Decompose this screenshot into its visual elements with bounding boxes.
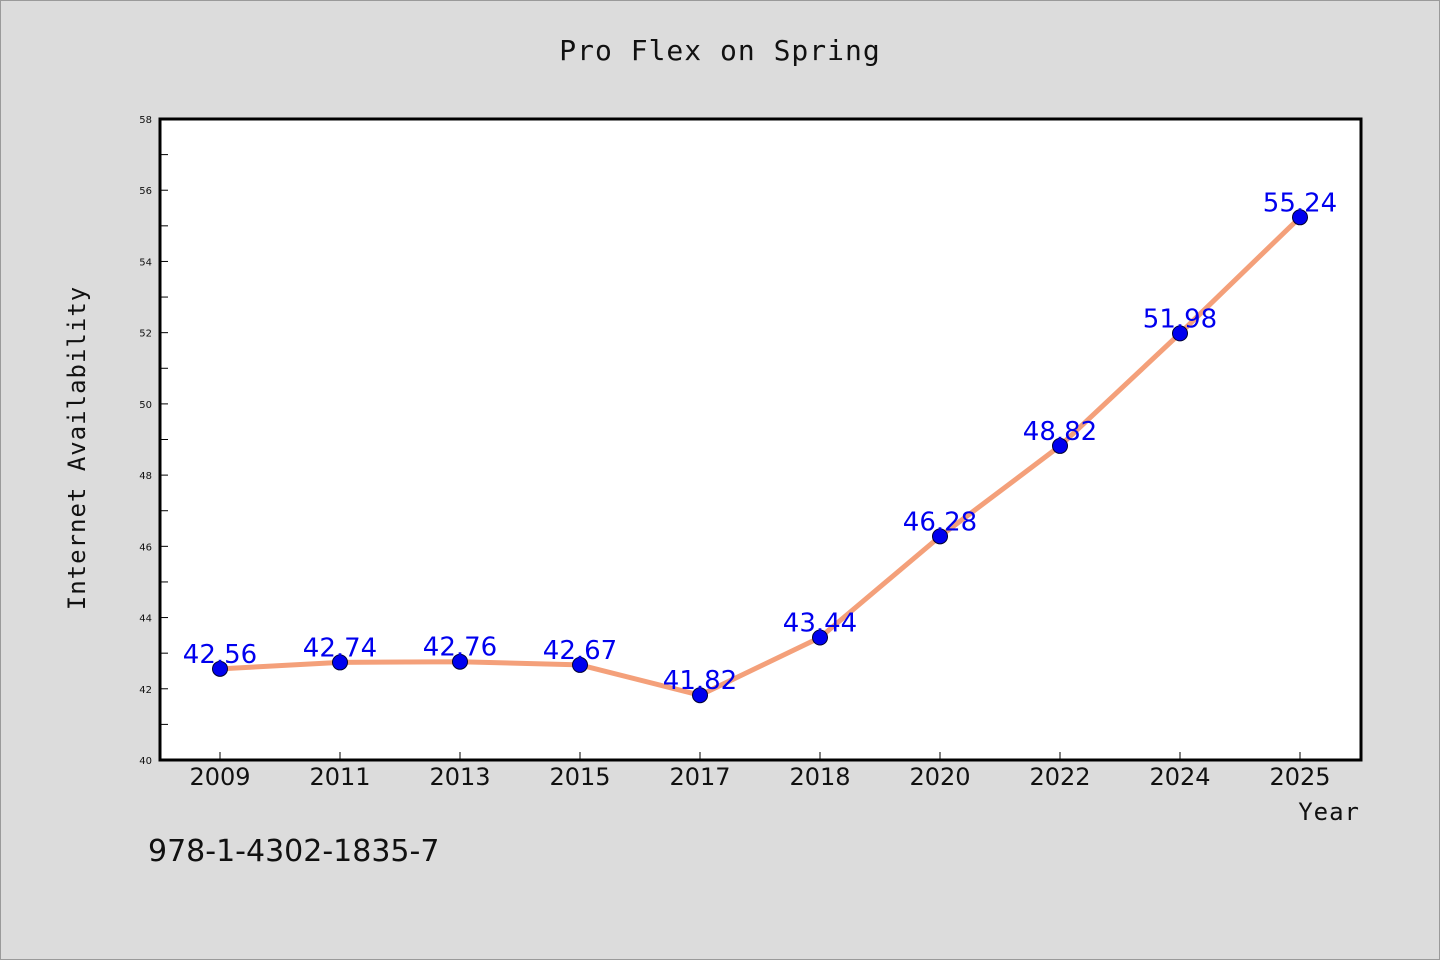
footer-code: 978-1-4302-1835-7 bbox=[148, 834, 440, 869]
data-label: 43.44 bbox=[783, 608, 857, 638]
x-tick-label: 2015 bbox=[549, 763, 610, 791]
x-tick-label: 2013 bbox=[429, 763, 490, 791]
data-label: 42.74 bbox=[303, 633, 377, 663]
x-tick-label: 2017 bbox=[669, 763, 730, 791]
x-tick-label: 2011 bbox=[309, 763, 370, 791]
data-labels: 42.56 42.74 42.76 42.67 41.82 43.44 46.28 48.82… bbox=[183, 188, 1337, 696]
data-label: 55.24 bbox=[1263, 188, 1337, 218]
data-point bbox=[1292, 209, 1308, 226]
data-point bbox=[692, 687, 708, 704]
data-point bbox=[932, 528, 948, 545]
data-label: 48.82 bbox=[1023, 417, 1097, 447]
data-label: 46.28 bbox=[903, 507, 977, 537]
data-label: 42.56 bbox=[183, 640, 257, 670]
x-tick-label: 2025 bbox=[1269, 763, 1330, 791]
y-tick-label: 56 bbox=[139, 186, 152, 197]
x-axis: 2009 2011 2013 2015 2017 2018 2020 2022 2024 2025 bbox=[189, 752, 1331, 791]
y-tick-label: 54 bbox=[139, 257, 152, 268]
data-point bbox=[812, 629, 828, 646]
data-point bbox=[1172, 325, 1188, 342]
chart-title: Pro Flex on Spring bbox=[559, 34, 881, 67]
x-axis-title: Year bbox=[1298, 798, 1360, 826]
x-tick-label: 2022 bbox=[1029, 763, 1090, 791]
x-tick-label: 2024 bbox=[1149, 763, 1210, 791]
x-tick-label: 2009 bbox=[189, 763, 250, 791]
x-tick-label: 2018 bbox=[789, 763, 850, 791]
data-label: 42.76 bbox=[423, 633, 497, 663]
data-label: 51.98 bbox=[1143, 304, 1217, 334]
data-point bbox=[572, 656, 588, 673]
y-tick-label: 50 bbox=[139, 400, 152, 411]
data-markers bbox=[212, 209, 1308, 704]
data-point bbox=[212, 660, 228, 677]
data-point bbox=[452, 653, 468, 670]
data-point bbox=[1052, 437, 1068, 454]
y-tick-label: 42 bbox=[139, 685, 152, 696]
plot-area bbox=[158, 117, 1363, 762]
data-label: 42.67 bbox=[543, 636, 617, 666]
y-tick-label: 58 bbox=[139, 115, 152, 126]
x-tick-label: 2020 bbox=[909, 763, 970, 791]
y-axis: 40 42 44 46 48 50 52 54 56 58 bbox=[139, 115, 168, 767]
y-tick-label: 52 bbox=[139, 329, 152, 340]
series-line bbox=[219, 215, 1302, 698]
y-axis-title: Internet Availability bbox=[63, 286, 91, 610]
y-tick-label: 44 bbox=[139, 614, 152, 625]
data-label: 41.82 bbox=[663, 666, 737, 696]
y-tick-label: 48 bbox=[139, 471, 152, 482]
y-tick-label: 40 bbox=[139, 756, 152, 767]
data-point bbox=[332, 654, 348, 671]
y-tick-label: 46 bbox=[139, 542, 152, 553]
